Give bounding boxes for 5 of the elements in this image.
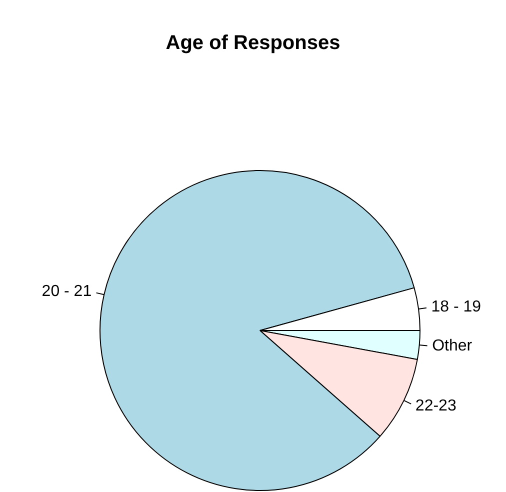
slice-label: 22-23 bbox=[415, 397, 456, 414]
slice-label: 20 - 21 bbox=[42, 283, 92, 300]
slice-label: 18 - 19 bbox=[431, 298, 482, 316]
slice-label: Other bbox=[432, 338, 473, 355]
chart-title: Age of Responses bbox=[164, 32, 342, 55]
